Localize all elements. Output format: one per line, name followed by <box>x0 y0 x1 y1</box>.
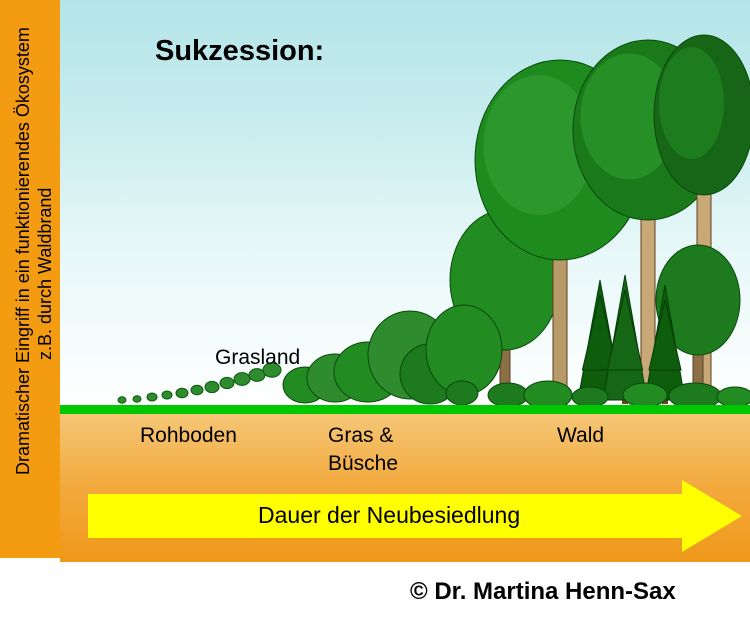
sidebar-line-2: z.B. durch Waldbrand <box>35 188 56 360</box>
sidebar: Dramatischer Eingriff in ein funktionier… <box>0 0 60 558</box>
sidebar-line-1: Dramatischer Eingriff in ein funktionier… <box>13 27 34 475</box>
arrow-head-icon <box>682 480 742 552</box>
credit: © Dr. Martina Henn-Sax <box>410 578 676 606</box>
stage-label: Gras & <box>328 424 393 448</box>
stage-label: Büsche <box>328 452 398 476</box>
grassland-label: Grasland <box>215 346 300 370</box>
diagram-canvas: Dramatischer Eingriff in ein funktionier… <box>0 0 750 621</box>
vegetation-svg <box>60 0 750 410</box>
ground-line <box>60 405 750 414</box>
stage-label: Rohboden <box>140 424 237 448</box>
stage-label: Wald <box>557 424 604 448</box>
arrow-label: Dauer der Neubesiedlung <box>258 502 520 529</box>
main-panel: Sukzession: Grasland RohbodenGras &Büsch… <box>60 0 750 621</box>
